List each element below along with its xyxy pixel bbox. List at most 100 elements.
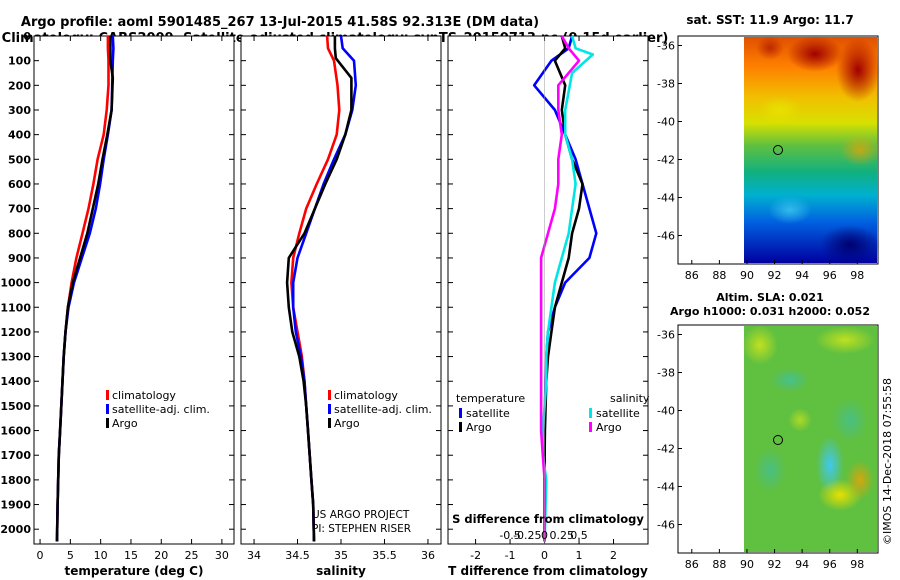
difference-xtick-label: 2 <box>610 549 617 562</box>
depth-tick-label: 1100 <box>0 301 31 314</box>
s-diff-label: S difference from climatology <box>452 512 644 526</box>
difference-frame <box>447 35 649 545</box>
sla_map-ytick-label: -46 <box>657 519 675 532</box>
depth-tick-label: 100 <box>8 55 31 68</box>
depth-tick-label: 500 <box>8 153 31 166</box>
temperature-frame <box>33 35 235 545</box>
legend-label: Argo <box>596 421 622 434</box>
legend-swatch <box>459 422 462 432</box>
depth-tick-label: 900 <box>8 252 31 265</box>
s-diff-tick-label: -0.25 <box>513 529 541 542</box>
sla-map-subtitle: Argo h1000: 0.031 h2000: 0.052 <box>670 305 870 318</box>
depth-tick-label: 1300 <box>0 351 31 364</box>
depth-tick-label: 400 <box>8 129 31 142</box>
depth-tick-label: 200 <box>8 79 31 92</box>
legend-label: Argo <box>112 417 138 430</box>
legend-swatch <box>106 404 109 414</box>
difference-xlabel: T difference from climatology <box>448 564 648 578</box>
temperature-xtick-label: 15 <box>124 549 138 562</box>
temperature-panel: 0100200300400500600700800900100011001200… <box>0 30 235 578</box>
s-diff-tick-label: 0.5 <box>570 529 588 542</box>
temperature-xtick-label: 5 <box>67 549 74 562</box>
sst_map-ytick-label: -44 <box>657 192 675 205</box>
sla_map-ytick-label: -42 <box>657 443 675 456</box>
temperature-xtick-label: 10 <box>94 549 108 562</box>
temperature-xtick-label: 25 <box>185 549 199 562</box>
depth-tick-label: 1900 <box>0 499 31 512</box>
legend-swatch <box>106 390 109 400</box>
temperature-xlabel: temperature (deg C) <box>65 564 204 578</box>
temperature-xtick-label: 20 <box>154 549 168 562</box>
legend-swatch <box>106 418 109 428</box>
depth-tick-label: 300 <box>8 104 31 117</box>
sla_map-ytick-label: -38 <box>657 367 675 380</box>
legend-swatch <box>459 408 462 418</box>
sst_map-ytick-label: -38 <box>657 78 675 91</box>
project-annotation: PI: STEPHEN RISER <box>312 523 411 535</box>
sst-map-title: sat. SST: 11.9 Argo: 11.7 <box>686 13 853 27</box>
legend-label: climatology <box>334 389 398 402</box>
series-temperature-argo <box>55 36 115 542</box>
depth-tick-label: 2000 <box>0 523 31 536</box>
series-salinity-argo <box>285 36 353 542</box>
project-annotation: US ARGO PROJECT <box>312 509 410 521</box>
legend-label: satellite-adj. clim. <box>112 403 210 416</box>
salinity-panel: 34 34.5 35 35.5 36 salinity climatologysatelli… <box>240 35 442 578</box>
legend-swatch <box>328 404 331 414</box>
legend-swatch <box>589 422 592 432</box>
sla_map-xtick-label: 90 <box>740 558 754 571</box>
legend-temperature-title: temperature <box>456 392 525 405</box>
sla-argo-marker <box>773 435 783 445</box>
difference-xtick-label: -2 <box>470 549 481 562</box>
difference-xtick-label: 0 <box>541 549 548 562</box>
sla_map-xtick-label: 96 <box>823 558 837 571</box>
s-diff-tick-label: 0 <box>541 529 548 542</box>
s-diff-tick-label: -0.5 <box>499 529 520 542</box>
imos-timestamp: ©IMOS 14-Dec-2018 07:55:58 <box>881 378 894 545</box>
legend-label: Argo <box>334 417 360 430</box>
sst_map-ytick-label: -36 <box>657 40 675 53</box>
difference-xtick-label: 1 <box>576 549 583 562</box>
sst_map-xtick-label: 86 <box>685 269 699 282</box>
depth-tick-label: 700 <box>8 203 31 216</box>
legend-label: satellite <box>466 407 510 420</box>
difference-panel: -2 -1 0 1 2 T difference from climatology S di… <box>447 35 650 578</box>
salinity-xtick-label: 36 <box>421 549 435 562</box>
depth-tick-label: 0 <box>23 30 31 43</box>
sla_map-ytick-label: -40 <box>657 405 675 418</box>
sst-heatmap <box>744 36 880 265</box>
legend-swatch <box>328 390 331 400</box>
sst-map-panel: sat. SST: 11.9 Argo: 11.7 86 88 90 92 94 96 98… <box>657 13 880 282</box>
legend-label: satellite <box>596 407 640 420</box>
sst_map-xtick-label: 90 <box>740 269 754 282</box>
series-difference-s-argo <box>539 35 581 542</box>
legend-label: Argo <box>466 421 492 434</box>
legend-swatch <box>589 408 592 418</box>
depth-tick-label: 800 <box>8 227 31 240</box>
depth-tick-label: 1400 <box>0 375 31 388</box>
sla_map-ytick-label: -36 <box>657 329 675 342</box>
sla_map-xtick-label: 94 <box>795 558 809 571</box>
sla-map-title: Altim. SLA: 0.021 <box>716 291 823 304</box>
sst_map-ytick-label: -46 <box>657 230 675 243</box>
salinity-frame <box>240 35 442 545</box>
sst-argo-marker <box>773 145 783 155</box>
depth-tick-label: 600 <box>8 178 31 191</box>
sst_map-xtick-label: 96 <box>823 269 837 282</box>
sla_map-ytick-label: -44 <box>657 481 675 494</box>
temperature-xtick-label: 30 <box>215 549 229 562</box>
sst_map-xtick-label: 98 <box>850 269 864 282</box>
sla_map-xtick-label: 86 <box>685 558 699 571</box>
salinity-xtick-label: 35.5 <box>372 549 397 562</box>
sst_map-ytick-label: -40 <box>657 116 675 129</box>
sst_map-xtick-label: 88 <box>712 269 726 282</box>
legend-salinity-title: salinity <box>610 392 650 405</box>
sla-map-panel: Altim. SLA: 0.021 Argo h1000: 0.031 h200… <box>657 291 879 571</box>
title-line-1: Argo profile: aoml 5901485_267 13-Jul-20… <box>21 15 539 30</box>
sst_map-xtick-label: 94 <box>795 269 809 282</box>
s-diff-tick-label: 0.25 <box>550 529 575 542</box>
sla_map-xtick-label: 92 <box>768 558 782 571</box>
sla-heatmap <box>742 325 877 552</box>
depth-tick-label: 1700 <box>0 449 31 462</box>
